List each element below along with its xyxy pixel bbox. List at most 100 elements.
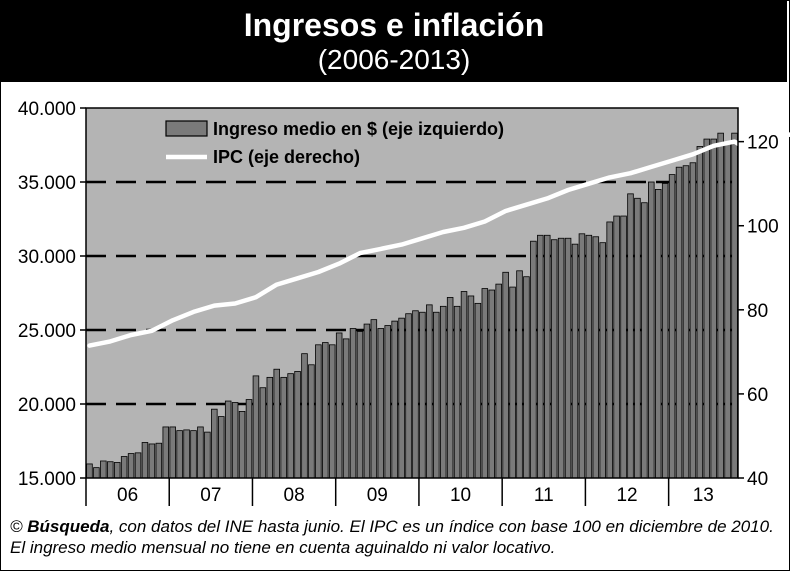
income-bar (266, 376, 274, 479)
income-bar (634, 197, 641, 479)
income-bar (703, 138, 711, 479)
x-tick-label: 10 (450, 485, 471, 506)
income-bar (481, 288, 489, 479)
income-bar (204, 431, 211, 479)
income-bar (592, 236, 600, 479)
income-bar (322, 342, 329, 479)
income-bar (641, 202, 648, 479)
income-bar (661, 183, 669, 479)
income-bar (238, 410, 246, 479)
chart-title: Ingresos e inflación (243, 7, 545, 43)
income-bar (107, 461, 114, 479)
chart-header: Ingresos e inflación (2006-2013) (1, 1, 787, 82)
income-bar (155, 442, 163, 479)
income-bar (134, 452, 142, 479)
income-bar (259, 387, 267, 479)
income-bar (197, 426, 204, 479)
left-tick-label: 40.000 (18, 99, 76, 120)
income-bar (675, 166, 683, 479)
income-bar (696, 146, 704, 479)
income-bar (86, 463, 93, 479)
income-bar (474, 302, 482, 479)
x-tick-label: 12 (616, 485, 637, 506)
income-bar (176, 430, 183, 479)
income-bar (578, 233, 586, 479)
chart-footer: © Búsqueda, con datos del INE hasta juni… (10, 516, 782, 558)
income-bar (717, 132, 724, 479)
income-bar (571, 243, 579, 479)
income-bar (544, 234, 551, 479)
income-bar (412, 310, 419, 479)
income-bar (620, 215, 627, 479)
income-bar (328, 344, 336, 479)
income-bar (245, 399, 253, 479)
income-bar (627, 193, 634, 479)
legend-swatch-income (165, 120, 208, 137)
income-bar (613, 215, 620, 479)
income-bar (433, 311, 440, 479)
income-bar (460, 291, 468, 479)
income-bar (308, 364, 315, 479)
income-bar (363, 323, 371, 479)
income-bar (211, 408, 218, 479)
income-bar (599, 242, 606, 479)
income-bar (224, 400, 232, 479)
income-bar (231, 402, 239, 479)
income-bar (439, 305, 447, 479)
x-tick-label: 08 (284, 485, 305, 506)
income-bar (453, 305, 461, 479)
income-bar (218, 416, 225, 479)
income-bar (398, 317, 405, 479)
income-bar (384, 325, 391, 479)
income-bar (391, 320, 398, 479)
income-bar (523, 276, 530, 479)
income-bar (488, 289, 496, 479)
income-bar (162, 426, 170, 479)
left-tick-label: 35.000 (18, 173, 76, 194)
income-bar (426, 304, 433, 479)
x-tick-label: 06 (117, 485, 138, 506)
income-bar (467, 295, 475, 479)
income-bar (335, 332, 343, 479)
income-bar (93, 467, 100, 479)
income-bar (495, 283, 502, 479)
income-bar (273, 368, 280, 479)
income-bar (301, 353, 308, 479)
income-bar (537, 234, 544, 479)
ipc-line (87, 132, 790, 348)
income-bar (252, 375, 260, 479)
x-tick-label: 13 (693, 485, 714, 506)
x-tick-label: 11 (534, 485, 554, 506)
income-bar (169, 426, 176, 479)
copyright-symbol: © (10, 517, 23, 536)
income-bar (120, 456, 128, 479)
income-bars (86, 132, 738, 479)
income-bar (183, 429, 190, 479)
income-bar (113, 462, 121, 479)
income-bar (315, 344, 322, 479)
income-bar (606, 221, 613, 479)
income-bar (446, 297, 454, 479)
left-axis: 15.000 20.000 25.000 30.000 35.000 40.000 (18, 99, 86, 490)
income-bar (564, 237, 572, 479)
income-bar (516, 270, 523, 479)
chart-subtitle: (2006-2013) (317, 44, 471, 75)
income-bar (682, 165, 690, 479)
right-tick-label: 60 (747, 385, 768, 406)
source-name: Búsqueda (27, 517, 110, 536)
income-bar (287, 373, 294, 479)
left-tick-label: 15.000 (18, 469, 76, 490)
income-bar (530, 240, 537, 479)
income-bar (370, 319, 378, 479)
income-bar (585, 234, 593, 479)
x-tick-label: 09 (367, 485, 388, 506)
x-axis: 06 07 08 09 10 11 12 13 (85, 478, 714, 506)
left-tick-label: 30.000 (18, 247, 76, 268)
income-bar (557, 237, 565, 479)
income-bar (349, 328, 357, 479)
income-bar (190, 430, 197, 479)
legend-label-income: Ingreso medio en $ (eje izquierdo) (213, 119, 504, 139)
income-bar (356, 331, 364, 479)
income-bar (280, 376, 287, 479)
